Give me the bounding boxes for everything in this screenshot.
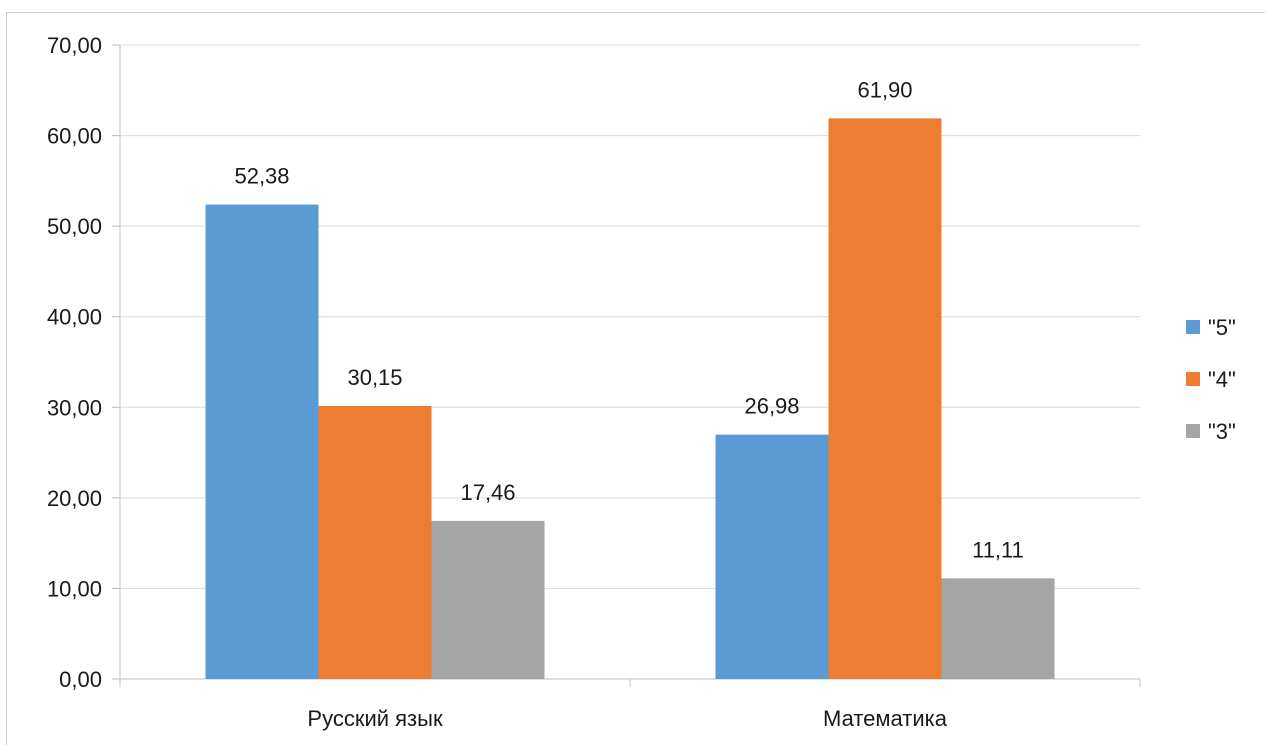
axes: 0,00 10,00 20,00 30,00 40,00 50,00 60,00 70,00 Р… (47, 33, 1141, 731)
data-label: 30,15 (347, 365, 402, 390)
legend-label: "4" (1208, 367, 1236, 392)
legend-swatch (1186, 424, 1200, 438)
y-tick-label: 0,00 (59, 667, 102, 692)
data-label: 61,90 (857, 77, 912, 102)
data-label: 26,98 (744, 394, 799, 419)
data-label: 52,38 (234, 164, 289, 189)
y-tick-label: 70,00 (47, 33, 102, 58)
legend-swatch (1186, 372, 1200, 386)
data-label: 11,11 (972, 537, 1024, 562)
y-tick-label: 20,00 (47, 486, 102, 511)
y-tick-label: 40,00 (47, 305, 102, 330)
data-labels: 52,38 30,15 17,46 26,98 61,90 11,11 (234, 77, 1023, 562)
x-category-label: Математика (823, 706, 948, 731)
bar (715, 434, 829, 679)
y-tick-label: 10,00 (47, 576, 102, 601)
legend-swatch (1186, 320, 1200, 334)
legend-label: "5" (1208, 315, 1236, 340)
bar (941, 578, 1055, 679)
y-tick-label: 60,00 (47, 124, 102, 149)
legend: "5" "4" "3" (1186, 315, 1236, 444)
bar (828, 118, 942, 679)
legend-label: "3" (1208, 419, 1236, 444)
bars (205, 118, 1055, 679)
x-category-label: Русский язык (307, 706, 443, 731)
y-tick-label: 50,00 (47, 214, 102, 239)
y-tick-label: 30,00 (47, 395, 102, 420)
data-label: 17,46 (460, 480, 515, 505)
bar (205, 204, 319, 679)
bar (431, 520, 545, 679)
bar (318, 405, 432, 679)
